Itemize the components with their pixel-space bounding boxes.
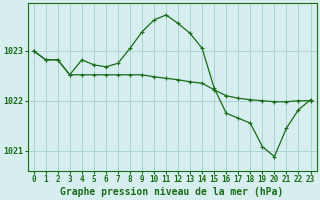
X-axis label: Graphe pression niveau de la mer (hPa): Graphe pression niveau de la mer (hPa) bbox=[60, 186, 284, 197]
